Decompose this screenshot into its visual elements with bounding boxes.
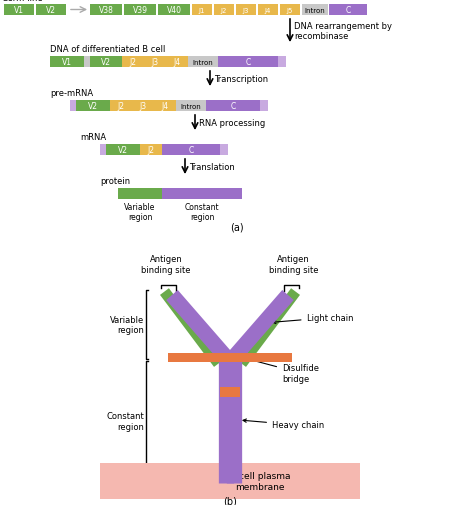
Text: Disulfide
bridge: Disulfide bridge [248, 359, 319, 383]
Bar [4, 5, 34, 16]
Text: Antigen
binding site: Antigen binding site [141, 255, 191, 274]
Text: Germ-line: Germ-line [2, 0, 44, 3]
Bar [229, 354, 292, 362]
Text: Transcription: Transcription [214, 75, 268, 84]
Text: Intron: Intron [192, 60, 213, 65]
Bar [302, 5, 328, 16]
Text: Intron: Intron [181, 104, 201, 109]
Bar [90, 5, 122, 16]
Bar [188, 57, 218, 68]
Text: V2: V2 [118, 146, 128, 155]
Bar [162, 189, 242, 199]
Text: Heavy chain: Heavy chain [243, 419, 324, 430]
Text: V39: V39 [133, 6, 147, 15]
Bar [220, 145, 228, 156]
Text: J4: J4 [162, 102, 169, 111]
Bar [166, 57, 188, 68]
Bar [154, 101, 176, 112]
Text: Antigen
binding site: Antigen binding site [269, 255, 319, 274]
Text: J2: J2 [221, 8, 227, 14]
Bar [90, 57, 122, 68]
Bar [84, 57, 90, 68]
Bar [70, 101, 76, 112]
Bar [122, 57, 144, 68]
Bar [280, 5, 300, 16]
Text: Translation: Translation [189, 163, 235, 172]
Bar [162, 145, 220, 156]
Bar [100, 463, 360, 499]
Text: V2: V2 [88, 102, 98, 111]
Text: J3: J3 [139, 102, 146, 111]
Bar [132, 101, 154, 112]
Bar [206, 101, 260, 112]
Bar [176, 101, 206, 112]
Text: V2: V2 [46, 6, 56, 15]
Text: J2: J2 [147, 146, 155, 155]
Text: V40: V40 [166, 6, 182, 15]
Text: V2: V2 [101, 58, 111, 67]
Bar [214, 5, 234, 16]
Bar [140, 145, 162, 156]
Bar [106, 145, 140, 156]
Bar [218, 57, 278, 68]
Text: V1: V1 [62, 58, 72, 67]
Bar [236, 5, 256, 16]
Text: DNA rearrangement by
recombinase: DNA rearrangement by recombinase [294, 22, 392, 41]
Text: Light chain: Light chain [273, 314, 353, 324]
Text: V1: V1 [14, 6, 24, 15]
Text: J3: J3 [243, 8, 249, 14]
Text: J3: J3 [151, 58, 159, 67]
Bar [124, 5, 156, 16]
Text: pre-mRNA: pre-mRNA [50, 89, 93, 98]
Text: mRNA: mRNA [80, 133, 106, 142]
Text: (a): (a) [230, 223, 244, 232]
Bar [260, 101, 268, 112]
Bar [168, 354, 236, 362]
Text: J2: J2 [129, 58, 137, 67]
Bar [158, 5, 190, 16]
Bar [36, 5, 66, 16]
Text: C: C [230, 102, 236, 111]
Text: DNA of differentiated B cell: DNA of differentiated B cell [50, 45, 165, 54]
Bar [192, 5, 212, 16]
Bar [110, 101, 132, 112]
Bar [76, 101, 110, 112]
Text: Intron: Intron [305, 8, 325, 14]
Bar [258, 5, 278, 16]
Text: B cell plasma
membrane: B cell plasma membrane [230, 471, 290, 491]
Text: RNA processing: RNA processing [199, 119, 265, 128]
Text: Constant
region: Constant region [185, 203, 219, 222]
Bar [100, 145, 106, 156]
Text: C: C [346, 6, 351, 15]
Bar [144, 57, 166, 68]
Bar [50, 57, 84, 68]
Bar [329, 5, 367, 16]
Text: Constant
region: Constant region [106, 412, 144, 431]
Text: J4: J4 [265, 8, 271, 14]
Text: protein: protein [100, 177, 130, 186]
Text: C: C [188, 146, 193, 155]
Text: (b): (b) [223, 496, 237, 505]
Bar [278, 57, 286, 68]
Text: J2: J2 [118, 102, 125, 111]
Text: C: C [246, 58, 251, 67]
Bar [220, 387, 240, 397]
Text: J4: J4 [173, 58, 181, 67]
Bar [118, 189, 162, 199]
Text: J1: J1 [199, 8, 205, 14]
Text: J5: J5 [287, 8, 293, 14]
Text: V38: V38 [99, 6, 113, 15]
Text: Variable
region: Variable region [110, 315, 144, 334]
Text: Variable
region: Variable region [124, 203, 155, 222]
